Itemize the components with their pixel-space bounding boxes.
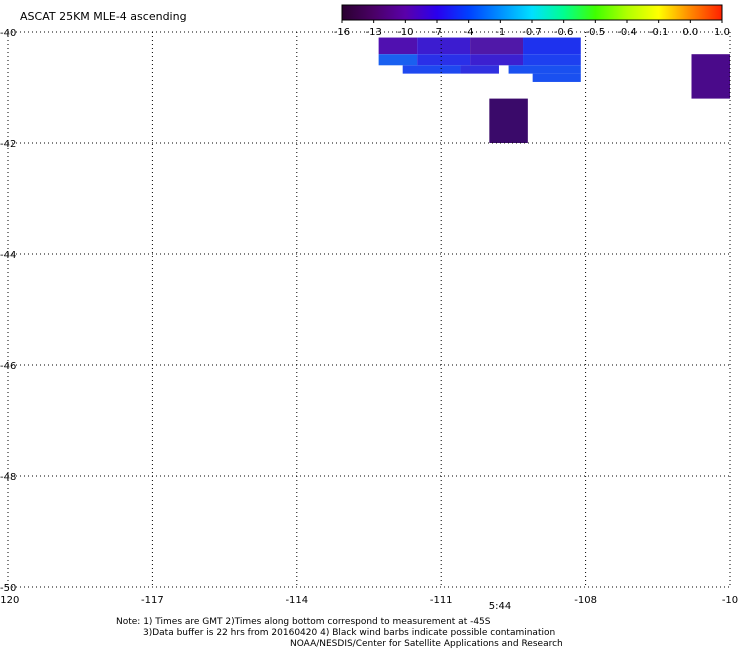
note-line-1: Note: 1) Times are GMT 2)Times along bot… [116, 617, 491, 627]
y-tick-label: -44 [0, 250, 16, 261]
x-tick-label: -117 [141, 595, 164, 606]
data-cell [508, 65, 581, 74]
chart-title: ASCAT 25KM MLE-4 ascending [20, 10, 187, 23]
overpass-time-label: 5:44 [489, 601, 511, 612]
x-tick-label: -10 [722, 595, 738, 606]
data-cell [470, 37, 524, 55]
colorbar-label: -13 [365, 27, 381, 38]
colorbar-label: -0.6 [554, 27, 574, 38]
colorbar-label: -10 [397, 27, 413, 38]
note-line-3: NOAA/NESDIS/Center for Satellite Applica… [290, 639, 563, 649]
data-cell [460, 65, 499, 74]
y-tick-label: -46 [0, 361, 16, 372]
data-cell [417, 54, 471, 66]
data-cell [523, 37, 581, 55]
y-tick-label: -50 [0, 583, 16, 594]
data-cell [378, 37, 418, 55]
x-tick-label: -108 [574, 595, 597, 606]
colorbar-label: 0.0 [682, 27, 698, 38]
grid [7, 31, 731, 588]
colorbar-label: -0.1 [649, 27, 669, 38]
axes: -120 -117 -114 -111 -108 -10 -40 -42 -44 -46 -48 -5… [0, 28, 738, 606]
y-tick-label: -48 [0, 472, 16, 483]
data-cell [417, 37, 471, 55]
x-tick-label: -120 [0, 595, 19, 606]
data-cell [691, 54, 730, 99]
data-cell [489, 98, 528, 143]
colorbar-label: 1.0 [714, 27, 730, 38]
data-cells [378, 37, 730, 143]
colorbar-label: -0.5 [586, 27, 606, 38]
data-cell [470, 54, 524, 66]
note-line-2: 3)Data buffer is 22 hrs from 20160420 4)… [143, 628, 556, 638]
data-cell [523, 54, 581, 66]
x-tick-label: -111 [430, 595, 453, 606]
data-cell [532, 73, 581, 82]
y-tick-label: -42 [0, 139, 16, 150]
colorbar-label: -0.4 [617, 27, 637, 38]
data-cell [378, 54, 418, 66]
colorbar: -16 -13 -10 -7 -4 -1 -0.7 -0.6 -0.5 -0.4 -0.1 0.0 1.… [334, 4, 730, 38]
y-tick-label: -40 [0, 28, 16, 39]
x-tick-label: -114 [285, 595, 308, 606]
data-cell [402, 65, 461, 74]
colorbar-label: -16 [334, 27, 350, 38]
colorbar-gradient [341, 4, 723, 21]
